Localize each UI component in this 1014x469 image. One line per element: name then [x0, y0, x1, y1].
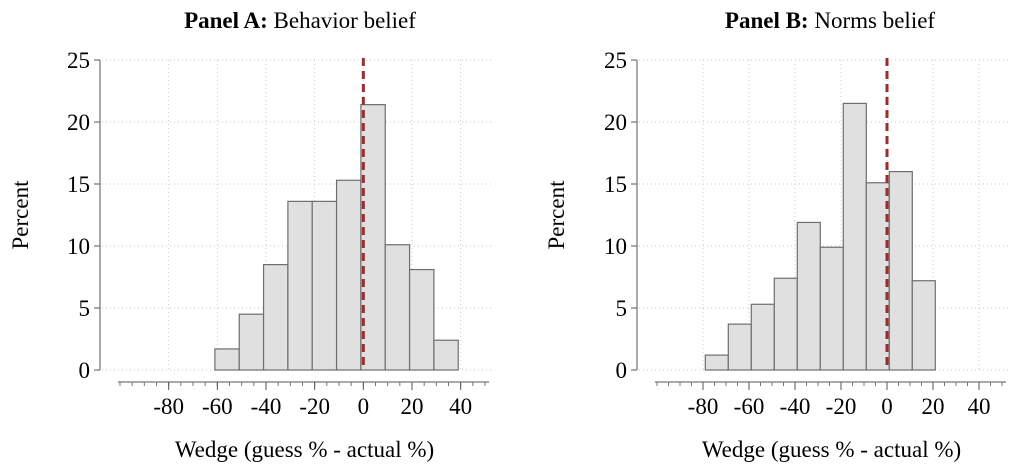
chart-title-bold: Panel B: — [725, 8, 809, 33]
panel-b: 0 5 10 15 20 25 -80 -60 -40 -20 0 20 40 Panel B: Norm… — [544, 8, 1010, 462]
x-tick-label: -60 — [734, 394, 765, 419]
y-axis-label: Percent — [8, 180, 33, 250]
histogram-bar — [311, 200, 338, 371]
y-tick-label: 0 — [616, 358, 628, 383]
x-tick-label: -20 — [826, 394, 857, 419]
y-axis-label: Percent — [544, 180, 569, 250]
y-tick-label: 5 — [616, 296, 628, 321]
x-tick-label: 40 — [968, 394, 991, 419]
chart-title-bold: Panel A: — [184, 8, 268, 33]
histogram-bar — [750, 303, 775, 371]
y-tick-label: 10 — [604, 234, 627, 259]
x-tick-label: -60 — [202, 394, 233, 419]
x-tick-label: 0 — [358, 394, 370, 419]
x-tick-label: 20 — [922, 394, 945, 419]
histogram-bar — [433, 339, 459, 371]
x-tick-label: 40 — [449, 394, 472, 419]
histogram-bar — [704, 354, 729, 371]
x-tick-label: -40 — [780, 394, 811, 419]
histogram-bar — [888, 171, 913, 371]
x-tick-label: 0 — [881, 394, 893, 419]
chart-title: Panel B: Norms belief — [725, 8, 936, 33]
histogram-bar — [727, 323, 752, 371]
histogram-bar — [865, 182, 890, 371]
histogram-bar — [842, 102, 867, 371]
x-axis-label: Wedge (guess % - actual %) — [175, 437, 434, 462]
bars — [704, 102, 936, 371]
chart-title: Panel A: Behavior belief — [184, 8, 416, 33]
chart-title-rest: Norms belief — [809, 8, 936, 33]
y-tick-label: 10 — [67, 234, 90, 259]
y-tick-label: 20 — [67, 110, 90, 135]
y-tick-label: 15 — [67, 172, 90, 197]
histogram-bar — [360, 104, 386, 371]
x-tick-label: -80 — [688, 394, 719, 419]
x-tick-label: 20 — [401, 394, 424, 419]
histogram-bar — [287, 200, 313, 371]
x-tick-label: -80 — [153, 394, 184, 419]
histogram-bar — [335, 179, 362, 371]
y-tick-label: 15 — [604, 172, 627, 197]
histogram-bar — [238, 313, 265, 371]
x-tick-label: -40 — [251, 394, 282, 419]
y-tick-label: 0 — [79, 358, 91, 383]
chart-title-rest: Behavior belief — [268, 8, 417, 33]
x-tick-label: -20 — [299, 394, 330, 419]
y-tick-label: 20 — [604, 110, 627, 135]
histogram-bar — [819, 246, 844, 371]
y-tick-label: 25 — [67, 48, 90, 73]
histogram-bar — [796, 221, 821, 371]
bars — [214, 104, 459, 371]
y-tick-label: 5 — [79, 296, 91, 321]
histogram-bar — [384, 244, 411, 371]
x-axis-label: Wedge (guess % - actual %) — [702, 437, 961, 462]
panel-a: 0 5 10 15 20 25 -80 -60 -40 -20 0 20 40 Panel A: Beha… — [8, 8, 493, 462]
y-tick-label: 25 — [604, 48, 627, 73]
histogram-bar — [214, 348, 240, 371]
histogram-bar — [262, 264, 289, 371]
histogram-bar — [408, 268, 435, 371]
histogram-bar — [773, 277, 798, 371]
histogram-bar — [911, 280, 936, 371]
